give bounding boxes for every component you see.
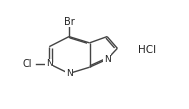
Text: N: N [46, 59, 53, 68]
Text: Br: Br [64, 16, 74, 26]
Text: Cl: Cl [22, 59, 32, 69]
Text: N: N [66, 69, 72, 78]
Text: HCl: HCl [138, 45, 156, 55]
Text: N: N [104, 55, 111, 64]
